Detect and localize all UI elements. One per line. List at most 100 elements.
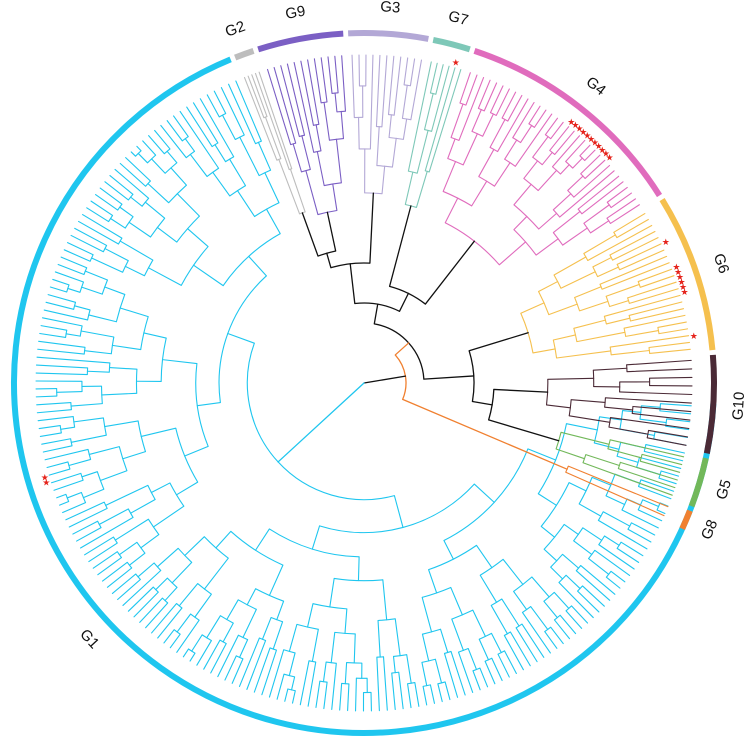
branch-segment <box>236 190 256 218</box>
branch-segment <box>660 470 680 477</box>
branch-segment <box>382 579 388 621</box>
branch-segment <box>88 446 120 455</box>
branch-segment <box>659 403 692 407</box>
branch-segment <box>137 562 155 578</box>
branch-segment <box>498 241 527 266</box>
branch-segment <box>155 577 168 591</box>
branch-segment <box>38 425 61 430</box>
branch-segment <box>648 341 691 349</box>
branch-segment <box>109 174 134 195</box>
branch-segment <box>122 451 147 460</box>
branch-segment <box>387 55 395 116</box>
branch-segment <box>288 652 296 677</box>
group-label-g8: G8 <box>698 517 721 542</box>
branch-segment <box>99 187 123 205</box>
branch-segment <box>377 619 381 658</box>
branch-segment <box>184 445 209 457</box>
branch-segment <box>73 417 104 423</box>
group-label-g9: G9 <box>284 3 307 23</box>
branch-segment <box>47 294 77 303</box>
branch-segment <box>88 314 117 323</box>
branch-segment <box>242 608 257 639</box>
branch-segment <box>363 375 407 384</box>
branch-segment <box>322 661 327 683</box>
branch-segment <box>254 72 290 171</box>
branch-segment <box>66 491 82 499</box>
branch-segment <box>658 477 677 485</box>
branch-segment <box>610 570 626 583</box>
marker-star: ★ <box>595 142 603 152</box>
branch-segment <box>585 454 620 467</box>
branch-segment <box>392 655 396 674</box>
branch-segment <box>552 334 577 341</box>
branch-segment <box>73 305 91 311</box>
branch-segment <box>35 395 58 398</box>
branch-segment <box>552 193 572 211</box>
branch-segment <box>472 670 481 691</box>
branch-segment <box>632 405 692 413</box>
branch-segment <box>104 248 129 262</box>
branch-segment <box>619 391 693 396</box>
branch-segment <box>261 649 278 696</box>
branch-segment <box>501 598 520 627</box>
branch-segment <box>78 220 120 245</box>
branch-segment <box>35 364 89 369</box>
branch-segment <box>428 569 438 594</box>
branch-segment <box>409 58 416 87</box>
branch-segment <box>398 292 410 312</box>
branch-segment <box>339 682 343 711</box>
branch-segment <box>627 528 652 543</box>
branch-segment <box>450 103 464 139</box>
branch-segment <box>606 198 637 219</box>
branch-segment <box>562 227 588 246</box>
branch-segment <box>114 518 149 541</box>
branch-segment <box>616 243 662 265</box>
branch-segment <box>43 309 89 321</box>
branch-segment <box>335 138 342 184</box>
branch-segment <box>334 92 338 113</box>
marker-star: ★ <box>605 154 613 164</box>
branch-segment <box>640 479 675 492</box>
branch-segment <box>538 281 559 293</box>
branch-segment <box>267 68 292 146</box>
branch-segment <box>550 566 564 580</box>
branch-segment <box>604 397 692 404</box>
branch-segment <box>583 204 610 224</box>
branch-segment <box>311 525 321 550</box>
branch-segment <box>49 286 68 293</box>
branch-segment <box>639 275 675 288</box>
branch-segment <box>39 432 62 437</box>
branch-segment <box>104 420 139 428</box>
branch-segment <box>414 682 420 707</box>
branch-segment <box>265 208 281 235</box>
branch-segment <box>531 576 550 598</box>
branch-segment <box>376 656 380 712</box>
marker-star: ★ <box>571 121 579 131</box>
branch-segment <box>603 535 620 546</box>
branch-segment <box>164 586 178 602</box>
branch-segment <box>520 302 545 314</box>
branch-segment <box>130 498 156 514</box>
branch-segment <box>79 516 134 549</box>
branch-segment <box>140 533 160 549</box>
branch-segment <box>108 366 138 370</box>
branch-segment <box>213 90 227 115</box>
branch-segment <box>206 94 220 118</box>
branch-arc <box>246 342 395 501</box>
branch-segment <box>479 667 489 688</box>
branch-segment <box>572 157 583 169</box>
branch-segment <box>187 228 209 248</box>
branch-segment <box>602 511 631 527</box>
branch-segment <box>625 329 660 337</box>
branch-segment <box>184 138 196 152</box>
branch-segment <box>40 325 68 331</box>
branch-segment <box>528 105 541 125</box>
branch-segment <box>649 376 693 379</box>
branch-segment <box>194 593 212 618</box>
branch-arc <box>319 483 475 534</box>
branch-segment <box>393 56 402 116</box>
branch-segment <box>410 59 423 121</box>
branch-segment <box>471 109 482 132</box>
branch-segment <box>381 55 388 128</box>
branch-segment <box>563 523 579 535</box>
